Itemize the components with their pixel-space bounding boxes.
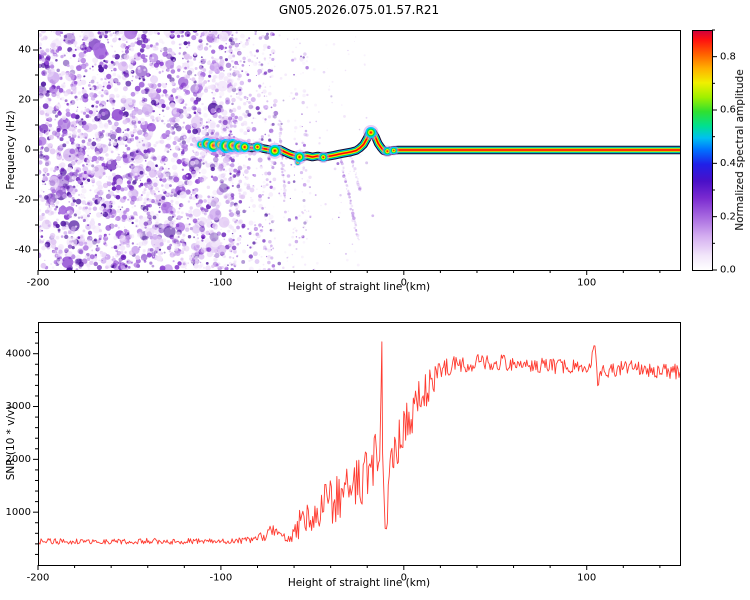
bottom-yaxis-label: SNR (10 * v/v) <box>5 405 17 481</box>
bottom-xaxis-label: Height of straight line (km) <box>287 577 431 589</box>
colorbar-label: Normalized spectral amplitude <box>734 69 746 231</box>
top-xaxis-label: Height of straight line (km) <box>287 281 431 293</box>
plot-title: GN05.2026.075.01.57.R21 <box>278 3 440 17</box>
top-yaxis-label: Frequency (Hz) <box>5 110 17 190</box>
